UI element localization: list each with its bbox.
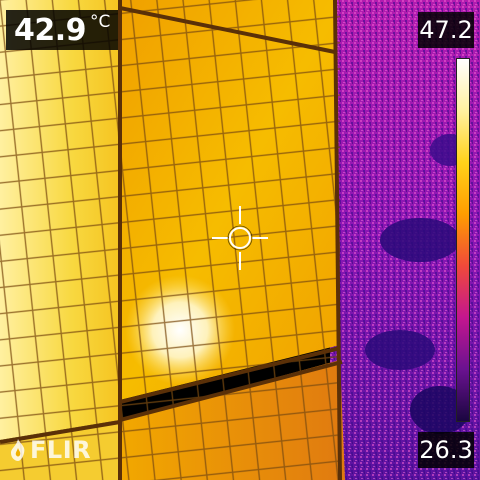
spot-temperature-readout: 42.9 °C — [6, 10, 119, 50]
spot-temperature-value: 42.9 — [14, 13, 87, 48]
spot-crosshair-icon — [212, 206, 268, 270]
flir-logo-text: FLIR — [30, 436, 92, 464]
scale-max-label: 47.2 — [418, 12, 474, 48]
spot-temperature-unit: °C — [90, 12, 111, 32]
flir-logo: FLIR — [8, 436, 91, 464]
flir-flame-icon — [11, 439, 25, 461]
scale-min-label: 26.3 — [418, 432, 474, 468]
color-scale-bar — [456, 58, 470, 422]
